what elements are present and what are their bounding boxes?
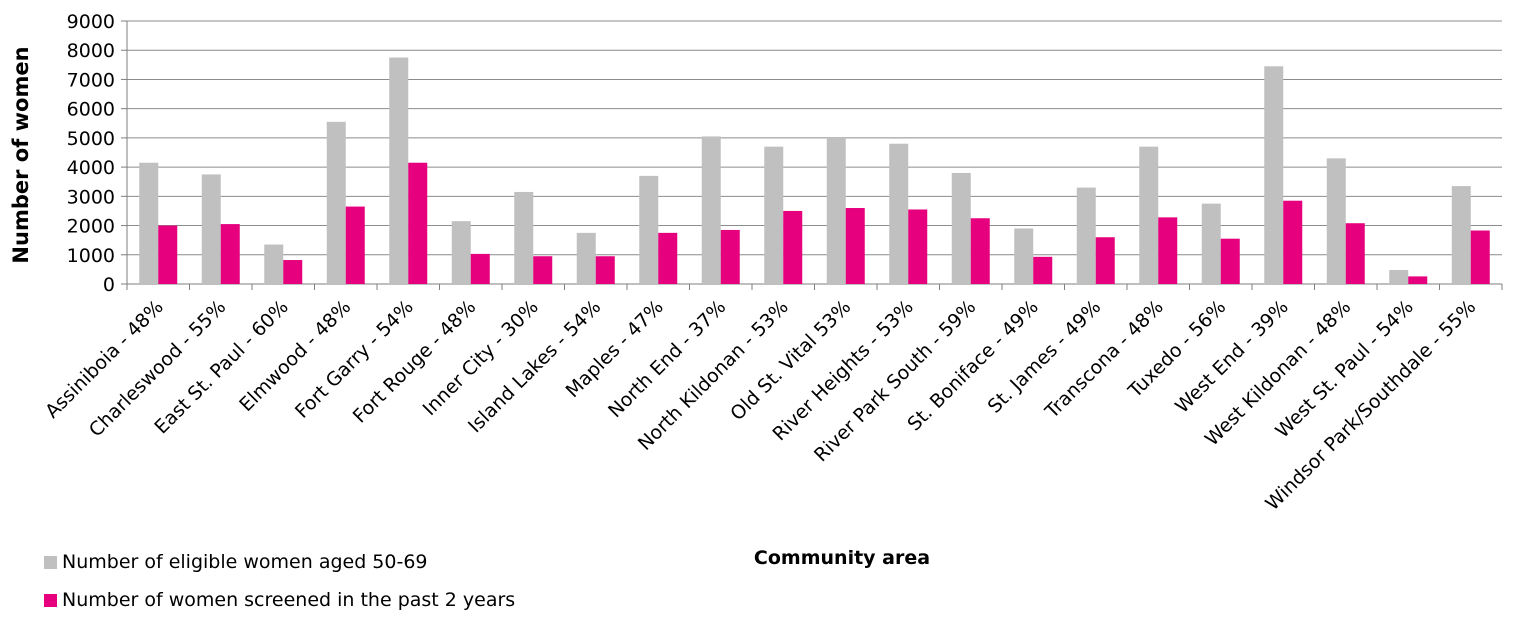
bar-screened <box>845 208 865 284</box>
legend-swatch-eligible <box>44 555 57 569</box>
bar-eligible <box>264 244 284 284</box>
bar-eligible <box>701 136 721 284</box>
x-tick-label: St. James - 49% <box>984 296 1106 418</box>
x-tick-label: Assiniboia - 48% <box>41 296 168 423</box>
x-axis-label: Community area <box>754 547 930 569</box>
bar-eligible <box>889 143 909 284</box>
bar-screened <box>1408 276 1428 284</box>
bar-screened <box>1470 230 1490 284</box>
bar-eligible <box>826 137 846 284</box>
y-axis: 0 1000 2000 3000 4000 5000 6000 7000 8000 9000 <box>67 11 128 296</box>
x-tick-label: North End - 37% <box>604 296 730 422</box>
bar-screened <box>470 253 490 284</box>
bar-eligible <box>514 191 534 284</box>
x-tick-label: Fort Garry - 54% <box>291 296 418 423</box>
y-tick-label: 8000 <box>67 40 115 62</box>
bar-eligible <box>1014 228 1034 284</box>
bar-eligible <box>576 232 596 284</box>
bar-eligible <box>1451 186 1471 284</box>
bar-eligible <box>1264 66 1284 285</box>
y-tick-label: 3000 <box>67 186 115 208</box>
y-tick-label: 6000 <box>67 99 115 121</box>
bar-screened <box>220 224 240 284</box>
y-tick-label: 9000 <box>67 11 115 33</box>
bar-screened <box>1345 223 1365 284</box>
y-tick-label: 7000 <box>67 69 115 91</box>
bar-eligible <box>1326 158 1346 284</box>
x-tick-label: West End - 39% <box>1171 296 1293 418</box>
legend-item-screened: Number of women screened in the past 2 y… <box>44 589 515 611</box>
bar-eligible <box>201 174 221 284</box>
bar-eligible <box>639 175 659 284</box>
bar-screened <box>970 218 990 284</box>
bar-screened <box>783 210 803 284</box>
bar-screened <box>1283 200 1303 284</box>
bar-eligible <box>139 162 159 284</box>
bar-screened <box>283 260 303 284</box>
x-axis: Assiniboia - 48%Charleswood - 55%East St… <box>41 284 1503 515</box>
x-tick-label: Transcona - 48% <box>1040 296 1167 423</box>
bar-eligible <box>1201 203 1221 284</box>
legend-swatch-screened <box>44 593 57 607</box>
bar-screened <box>658 232 678 284</box>
bar-screened <box>908 209 928 284</box>
bar-eligible <box>1389 269 1409 284</box>
x-tick-label: Elmwood - 48% <box>235 296 355 416</box>
bar-eligible <box>951 172 971 284</box>
legend-label-screened: Number of women screened in the past 2 y… <box>62 589 516 611</box>
x-tick-label: Inner City - 30% <box>419 296 543 420</box>
bar-screened <box>1220 238 1240 284</box>
legend-label-eligible: Number of eligible women aged 50-69 <box>62 551 428 573</box>
y-tick-label: 1000 <box>67 245 115 267</box>
bar-screened <box>345 206 365 284</box>
bar-eligible <box>764 146 784 284</box>
y-axis-label: Number of women <box>9 46 33 263</box>
bar-screened <box>1158 217 1178 284</box>
bar-eligible <box>1076 187 1096 284</box>
bar-screened <box>595 256 615 284</box>
y-tick-label: 4000 <box>67 157 115 179</box>
bar-eligible <box>326 121 346 284</box>
bar-screened <box>1033 256 1053 284</box>
bar-screened <box>158 225 178 284</box>
bar-screened <box>533 256 553 284</box>
x-tick-label: Old St. Vital 53% <box>726 296 855 425</box>
legend-item-eligible: Number of eligible women aged 50-69 <box>44 551 428 573</box>
bar-eligible <box>451 221 471 284</box>
y-tick-label: 0 <box>103 274 115 296</box>
y-tick-label: 2000 <box>67 216 115 238</box>
bar-screened <box>720 229 740 284</box>
bars <box>139 57 1490 285</box>
bar-eligible <box>1139 146 1159 284</box>
bar-screened <box>408 162 428 284</box>
y-tick-label: 5000 <box>67 128 115 150</box>
bar-screened <box>1095 237 1115 284</box>
bar-eligible <box>389 57 409 285</box>
